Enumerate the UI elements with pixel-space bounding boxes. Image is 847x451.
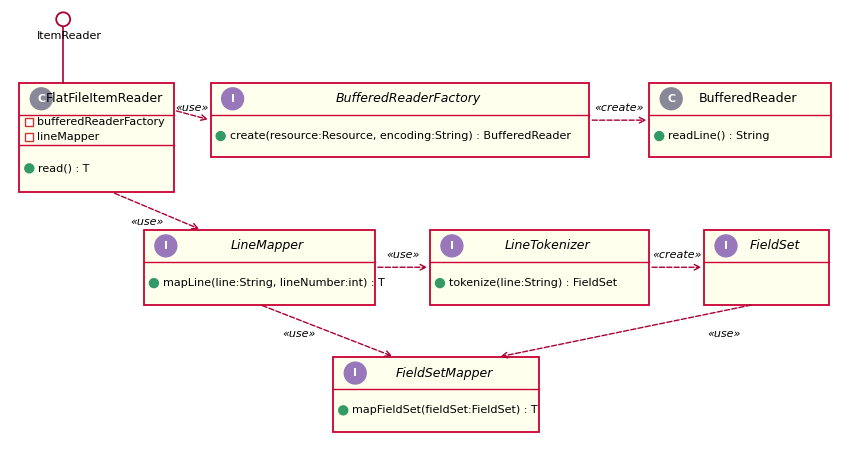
Text: «create»: «create» <box>595 103 644 113</box>
Bar <box>334 357 539 432</box>
Text: I: I <box>450 241 454 251</box>
Bar <box>19 83 174 192</box>
Circle shape <box>660 88 682 110</box>
Bar <box>144 230 375 304</box>
Bar <box>650 83 831 157</box>
Text: «use»: «use» <box>283 329 316 339</box>
Circle shape <box>655 132 664 141</box>
Circle shape <box>435 279 445 288</box>
Text: readLine() : String: readLine() : String <box>668 131 770 141</box>
Circle shape <box>441 235 462 257</box>
Text: LineMapper: LineMapper <box>231 239 304 253</box>
Text: lineMapper: lineMapper <box>37 132 99 142</box>
Text: tokenize(line:String) : FieldSet: tokenize(line:String) : FieldSet <box>449 278 617 288</box>
Circle shape <box>344 362 366 384</box>
Circle shape <box>155 235 177 257</box>
Text: BufferedReaderFactory: BufferedReaderFactory <box>335 92 481 105</box>
Text: «use»: «use» <box>707 329 740 339</box>
Bar <box>430 230 650 304</box>
Text: «create»: «create» <box>652 250 701 260</box>
Text: C: C <box>37 94 46 104</box>
Bar <box>25 133 33 141</box>
Circle shape <box>56 12 70 26</box>
Text: bufferedReaderFactory: bufferedReaderFactory <box>37 117 165 127</box>
Text: create(resource:Resource, encoding:String) : BufferedReader: create(resource:Resource, encoding:Strin… <box>230 131 571 141</box>
Text: «use»: «use» <box>175 103 209 113</box>
Text: FlatFileItemReader: FlatFileItemReader <box>46 92 163 105</box>
Text: mapLine(line:String, lineNumber:int) : T: mapLine(line:String, lineNumber:int) : T <box>163 278 385 288</box>
Text: mapFieldSet(fieldSet:FieldSet) : T: mapFieldSet(fieldSet:FieldSet) : T <box>352 405 538 415</box>
Text: BufferedReader: BufferedReader <box>699 92 797 105</box>
Text: «use»: «use» <box>386 250 419 260</box>
Text: ItemReader: ItemReader <box>37 31 102 41</box>
Circle shape <box>715 235 737 257</box>
Text: FieldSet: FieldSet <box>749 239 800 253</box>
Circle shape <box>30 88 53 110</box>
Text: LineTokenizer: LineTokenizer <box>505 239 590 253</box>
Text: I: I <box>230 94 235 104</box>
Bar <box>211 83 590 157</box>
Circle shape <box>339 406 348 415</box>
Circle shape <box>25 164 34 173</box>
Text: I: I <box>724 241 728 251</box>
Bar <box>25 118 33 126</box>
Circle shape <box>149 279 158 288</box>
Text: C: C <box>667 94 675 104</box>
Text: I: I <box>353 368 357 378</box>
Circle shape <box>216 132 225 141</box>
Text: FieldSetMapper: FieldSetMapper <box>396 367 493 380</box>
Text: read() : T: read() : T <box>38 163 90 173</box>
Bar <box>704 230 828 304</box>
Circle shape <box>222 88 244 110</box>
Text: «use»: «use» <box>130 217 163 227</box>
Text: I: I <box>163 241 168 251</box>
